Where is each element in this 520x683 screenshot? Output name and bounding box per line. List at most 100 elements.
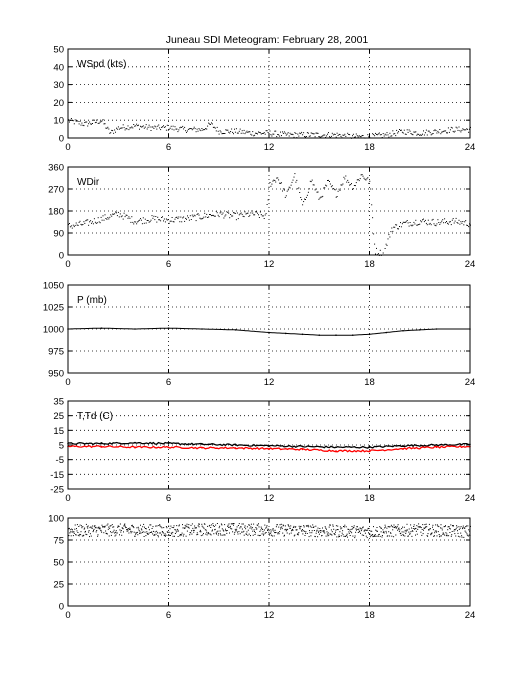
data-point xyxy=(354,537,356,539)
data-point xyxy=(87,219,89,221)
data-point xyxy=(368,182,370,184)
data-point xyxy=(131,524,133,526)
data-point xyxy=(144,126,146,128)
data-point xyxy=(414,528,416,530)
data-point xyxy=(399,129,400,130)
data-point xyxy=(93,528,95,530)
data-point xyxy=(408,225,410,227)
data-point xyxy=(366,529,368,531)
data-point xyxy=(77,534,79,536)
data-point xyxy=(258,131,259,133)
data-point xyxy=(72,120,74,122)
data-point xyxy=(194,525,196,527)
data-point xyxy=(215,524,217,526)
data-point xyxy=(265,213,267,215)
data-point xyxy=(108,128,110,130)
data-point xyxy=(434,532,436,534)
data-point xyxy=(207,525,209,527)
data-point xyxy=(374,135,376,137)
data-point xyxy=(282,131,283,133)
data-point xyxy=(338,133,340,135)
data-point xyxy=(384,524,386,526)
data-point xyxy=(447,127,449,129)
data-point xyxy=(337,135,339,136)
data-point xyxy=(387,535,389,537)
data-point xyxy=(306,533,308,534)
data-point xyxy=(82,224,84,225)
data-point xyxy=(383,531,385,533)
data-point xyxy=(463,536,465,538)
data-point xyxy=(381,535,383,536)
x-tick-label: 18 xyxy=(364,377,375,388)
data-point xyxy=(79,533,81,535)
data-point xyxy=(136,527,138,529)
data-point xyxy=(107,528,109,530)
data-point xyxy=(459,223,461,225)
data-point xyxy=(101,219,103,221)
data-point xyxy=(343,176,345,178)
data-point xyxy=(373,535,375,537)
data-point xyxy=(384,248,386,249)
x-tick-label: 0 xyxy=(65,377,70,388)
y-tick-label: 15 xyxy=(53,426,64,437)
data-point xyxy=(340,535,342,537)
data-point xyxy=(278,134,280,136)
data-point xyxy=(387,134,389,136)
data-point xyxy=(324,134,326,136)
data-point xyxy=(402,132,404,134)
data-point xyxy=(225,528,226,530)
data-point xyxy=(296,533,298,535)
data-point xyxy=(448,131,450,133)
data-point xyxy=(153,534,155,536)
data-point xyxy=(134,442,136,444)
data-point xyxy=(459,130,461,132)
data-point xyxy=(237,531,238,533)
data-point xyxy=(368,136,370,138)
data-point xyxy=(69,226,71,228)
data-point xyxy=(338,534,340,536)
data-point xyxy=(380,531,382,533)
data-point xyxy=(375,132,376,134)
data-point xyxy=(165,129,167,131)
data-point xyxy=(351,183,352,185)
data-point xyxy=(416,525,418,527)
data-point xyxy=(279,524,281,526)
data-point xyxy=(186,218,187,220)
data-point xyxy=(353,525,355,527)
data-point xyxy=(109,216,111,218)
data-point xyxy=(353,136,355,138)
data-point xyxy=(466,534,468,536)
data-point xyxy=(147,533,149,535)
data-point xyxy=(403,129,405,131)
data-point xyxy=(127,530,129,532)
data-point xyxy=(337,190,339,192)
data-point xyxy=(137,526,139,528)
data-point xyxy=(102,119,104,121)
data-point xyxy=(250,133,252,135)
data-point xyxy=(223,530,225,532)
data-point xyxy=(160,526,162,528)
data-point xyxy=(420,220,422,222)
data-point xyxy=(154,219,156,221)
data-point xyxy=(200,218,202,220)
data-point xyxy=(411,133,413,135)
data-point xyxy=(149,126,151,128)
data-point xyxy=(388,136,390,138)
data-point xyxy=(242,523,244,525)
data-point xyxy=(229,217,231,219)
data-point xyxy=(220,211,222,213)
data-point xyxy=(161,126,163,128)
data-point xyxy=(392,230,394,232)
data-point xyxy=(435,130,437,132)
data-point xyxy=(80,223,82,225)
data-point xyxy=(85,121,87,123)
data-point xyxy=(241,213,243,215)
data-point xyxy=(277,177,279,179)
data-point xyxy=(131,216,133,218)
data-point xyxy=(352,188,353,190)
data-point xyxy=(391,227,393,229)
data-point xyxy=(401,223,403,225)
data-point xyxy=(382,532,384,533)
data-point xyxy=(290,525,292,527)
data-point xyxy=(158,525,160,526)
